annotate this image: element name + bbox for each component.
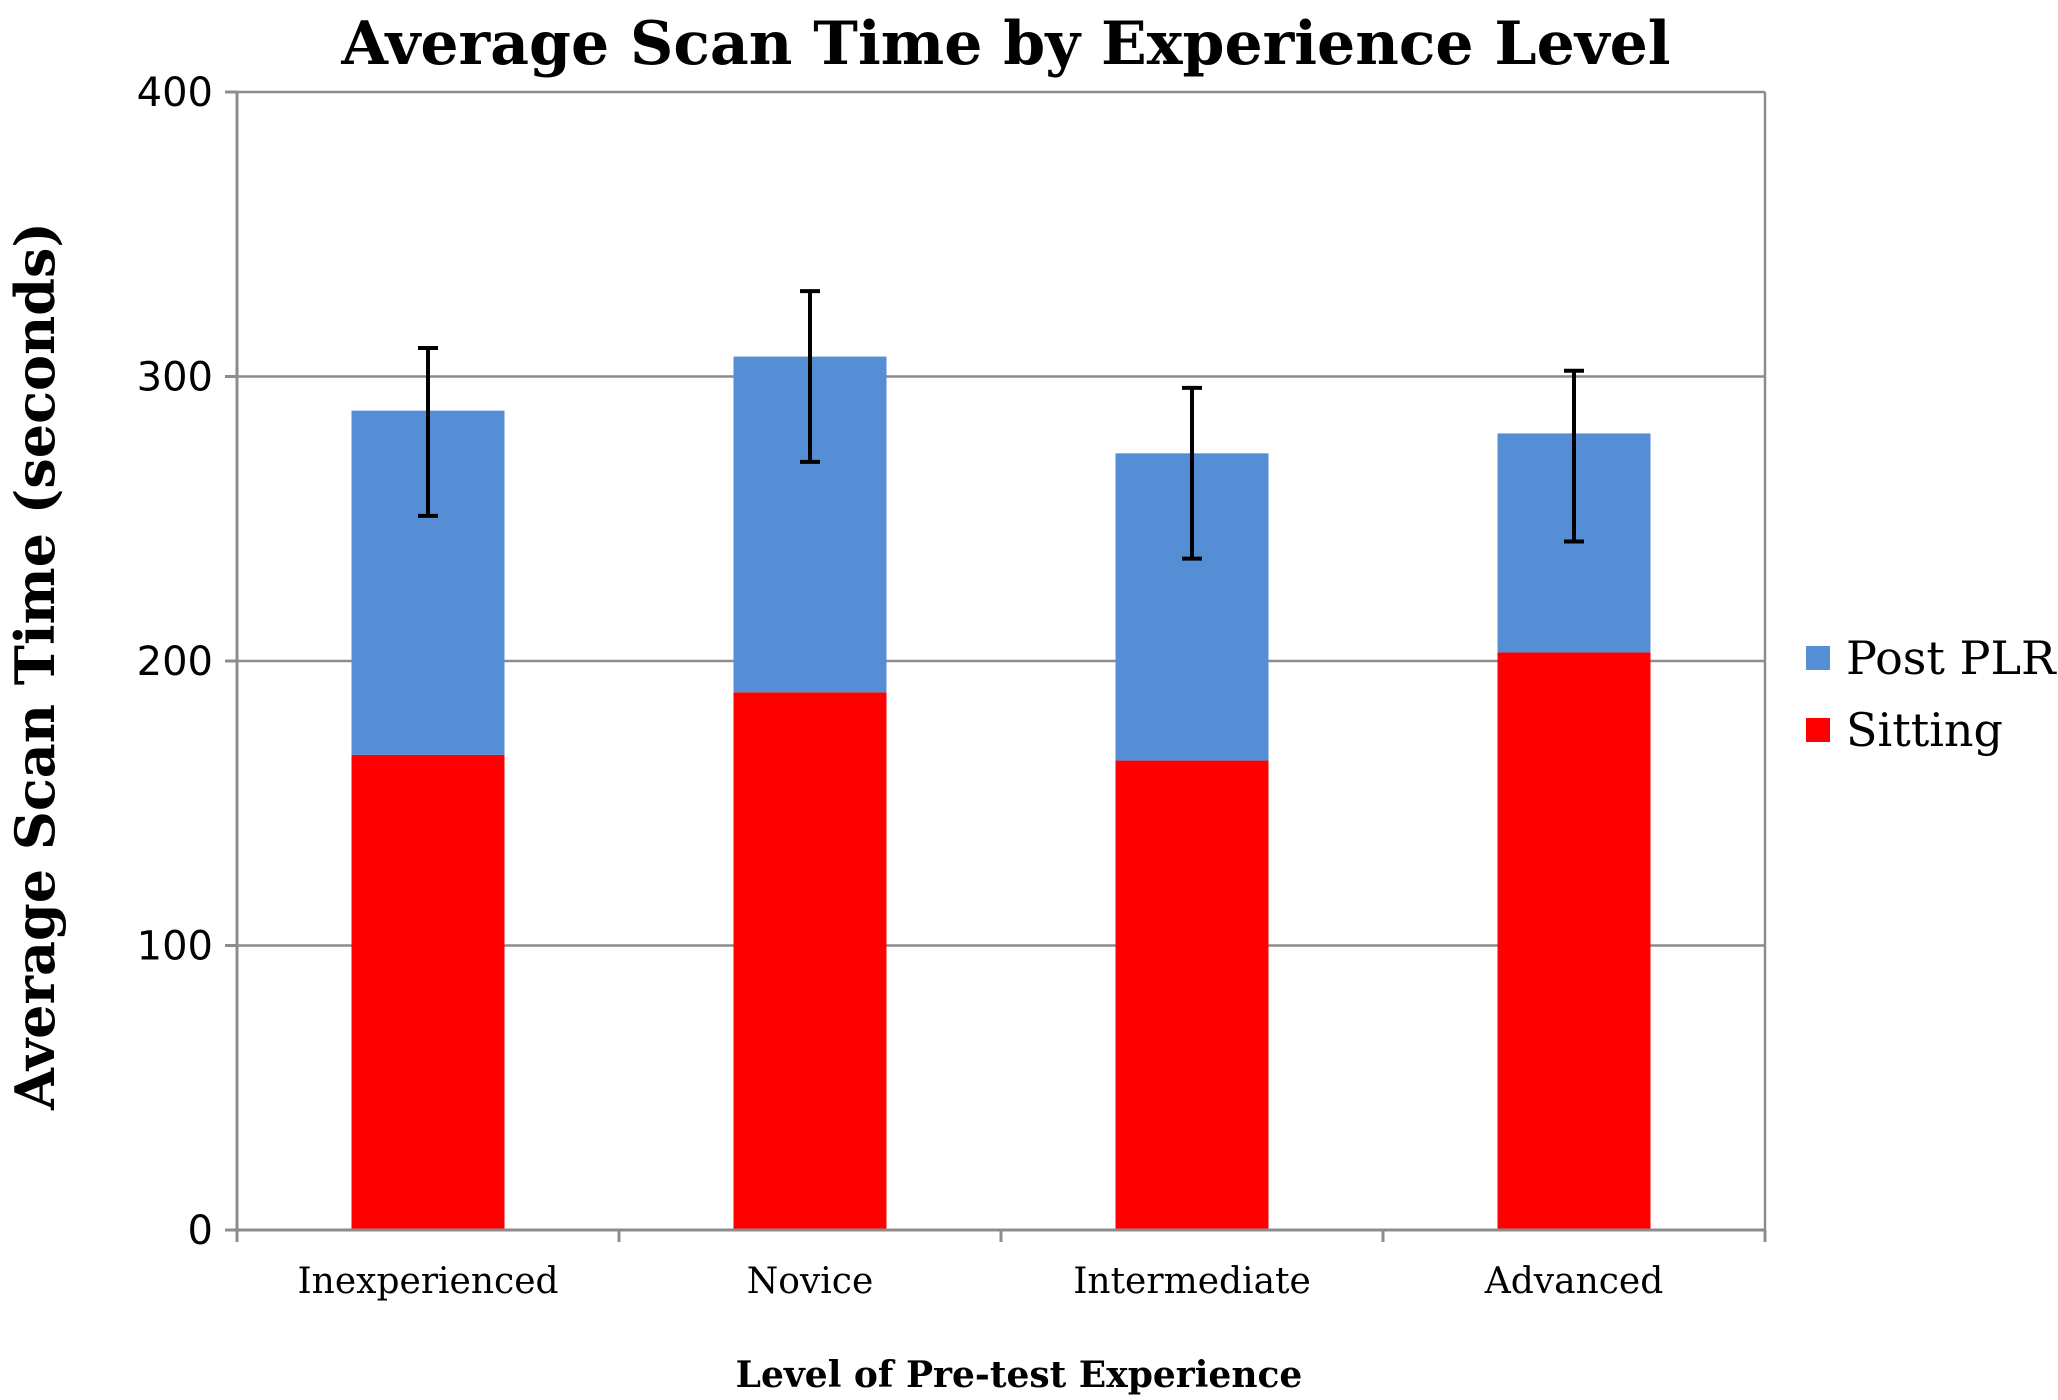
bar-sitting-0 [351, 754, 505, 1230]
legend-swatch-1 [1806, 718, 1830, 742]
chart-title: Average Scan Time by Experience Level [340, 9, 1670, 79]
x-tick-label-0: Inexperienced [297, 1261, 558, 1302]
error-bar-3 [1564, 368, 1584, 544]
x-tick-label-3: Advanced [1484, 1261, 1664, 1302]
bar-sitting-3 [1497, 652, 1651, 1230]
y-tick-label-3: 300 [137, 355, 213, 401]
y-tick-label-2: 200 [137, 639, 213, 685]
bars-layer [351, 356, 1651, 1230]
error-bar-2 [1182, 385, 1202, 561]
error-bar-1 [800, 289, 820, 464]
bar-sitting-2 [1115, 760, 1269, 1230]
tick-labels-layer: 0 100 200 300 400 Inexperienced Novice Intermed… [137, 70, 1664, 1302]
legend-item-sitting: Sitting [1806, 703, 2003, 757]
legend-item-post-plr: Post PLR [1806, 631, 2057, 685]
x-tick-label-1: Novice [747, 1261, 874, 1302]
y-tick-label-4: 400 [137, 70, 213, 116]
legend-swatch-0 [1806, 646, 1830, 670]
y-axis-title: Average Scan Time (seconds) [3, 222, 67, 1111]
bar-sitting-1 [733, 692, 887, 1230]
y-tick-label-1: 100 [137, 924, 213, 970]
y-tick-label-0: 0 [188, 1208, 213, 1254]
legend-label-0: Post PLR [1846, 631, 2057, 685]
legend: Post PLR Sitting [1806, 631, 2057, 757]
error-bar-0 [418, 346, 438, 518]
x-axis-title: Level of Pre-test Experience [736, 1354, 1303, 1396]
error-bars-layer [418, 289, 1584, 561]
legend-label-1: Sitting [1846, 703, 2003, 757]
axes-layer [225, 90, 1767, 1242]
x-tick-label-2: Intermediate [1073, 1261, 1311, 1302]
